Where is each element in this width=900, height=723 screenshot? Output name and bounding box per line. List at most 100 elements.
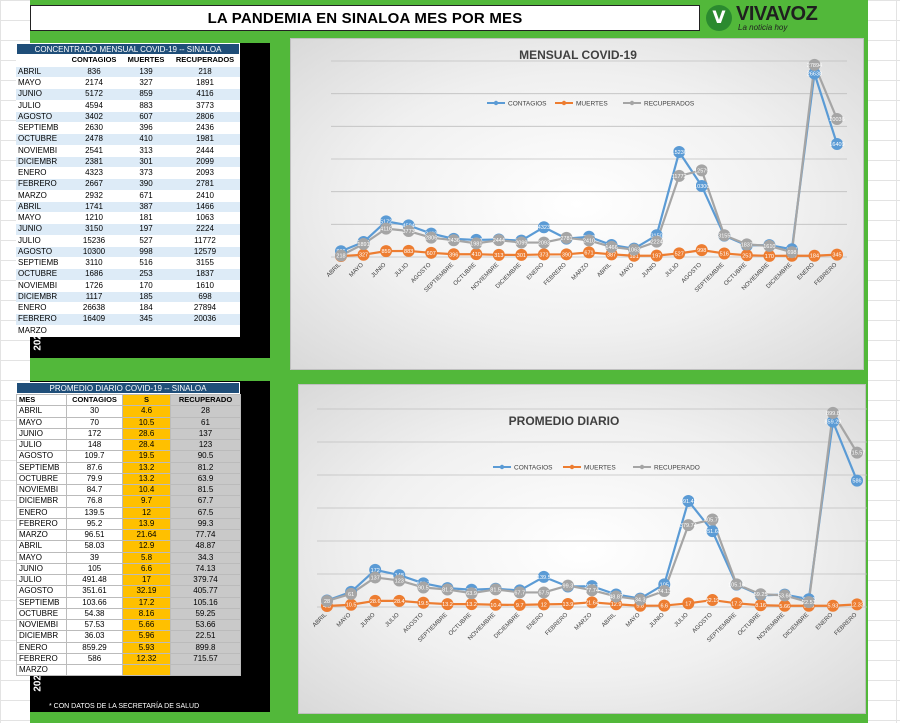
x-tick-label: MARZO [571,262,591,282]
muertes-cell: 387 [122,201,170,214]
month-cell: OCTUBRE [16,607,67,621]
data-label: 105.16 [728,582,745,588]
column-header: CONTAGIOS [66,55,122,67]
data-label: 327 [359,253,368,259]
muertes-cell: 327 [122,77,170,90]
x-tick-label: ABRIL [596,262,613,279]
table-row: SEPTIEMB 3110 516 3155 [16,257,240,270]
data-point [673,146,686,159]
table-row: NOVIEMBI 84.7 10.4 81.5 [16,483,241,497]
muertes-cell: 13.9 [122,517,171,531]
contagios-cell: 10300 [66,246,122,259]
month-cell: SEPTIEMB [16,122,66,135]
data-point [515,248,528,261]
data-point [650,249,663,262]
data-label: 9.7 [516,603,524,609]
muertes-cell: 181 [122,212,170,225]
recuperados-cell: 27894 [170,302,240,315]
legend-marker [561,100,567,106]
data-point [826,599,839,612]
x-tick-label: JUNIO [649,612,666,629]
x-tick-label: JULIO [664,262,681,279]
month-cell: FEBRERO [16,178,66,191]
x-tick-label: AGOSTO [681,262,704,285]
data-label: 90.5 [418,585,429,591]
data-point [826,415,839,428]
data-label: 4116 [380,227,392,233]
data-point [345,598,358,611]
data-label: 11772 [672,174,687,180]
data-label: 859 [381,249,390,255]
data-point [740,249,753,262]
data-point [706,513,719,526]
data-point [658,599,671,612]
data-label: 527 [675,251,684,257]
muertes-cell: 12.32 [122,652,171,666]
data-label: 5.93 [828,604,839,610]
data-point [513,586,526,599]
muertes-cell: 345 [122,313,170,326]
month-cell: AGOSTO [16,450,67,463]
month-cell: AGOSTO [16,585,67,598]
data-point [561,579,574,592]
contagios-cell: 36.03 [66,630,123,643]
legend-marker [629,100,635,106]
legend-label: CONTAGIOS [508,101,547,108]
data-point [583,246,595,259]
data-label: 2781 [560,236,572,242]
month-cell: OCTUBRE [16,472,67,486]
muertes-cell: 12.9 [122,540,171,553]
data-label: 172 [371,568,380,574]
legend-marker [639,464,645,470]
data-point [682,494,695,507]
muertes-cell: 859 [122,88,170,101]
chart-mensual-svg: MENSUAL COVID-19 CONTAGIOS MUERTES RECUPERA… [326,48,847,294]
data-label: 3155 [718,233,730,239]
muertes-cell: 390 [122,178,170,191]
data-label: 715.57 [849,451,866,457]
data-label: 17.2 [731,601,742,607]
contagios-cell: 2541 [66,145,122,157]
contagios-cell: 4594 [66,100,122,112]
table-row: AGOSTO 109.7 19.5 90.5 [16,450,241,463]
contagios-cell: 2174 [66,77,122,90]
data-label: 2444 [493,238,505,244]
data-point [634,593,647,606]
month-cell: SEPTIEMB [16,596,67,609]
data-point [583,234,595,247]
page-title: LA PANDEMIA EN SINALOA MES POR MES [30,5,700,31]
data-point [730,597,743,610]
chart-diario-svg: PROMEDIO DIARIO CONTAGIOS MUERTES RECUPERAD… [312,406,867,644]
table-row: OCTUBRE 1686 253 1837 [16,268,240,281]
data-point [393,574,406,587]
contagios-cell: 2630 [66,122,122,135]
x-tick-label: ABRIL [326,262,343,279]
data-point [537,221,550,234]
data-label: 123 [395,578,404,584]
data-label: 491.48 [680,499,697,505]
contagios-cell: 5172 [66,88,122,101]
muertes-cell: 396 [122,122,170,135]
x-tick-label: ENERO [526,612,546,632]
data-label: 12579 [694,168,709,174]
muertes-cell: 516 [122,257,170,270]
muertes-cell: 607 [122,111,170,124]
data-label: 81.2 [442,587,453,593]
data-label: 137 [371,575,380,581]
muertes-cell: 5.93 [122,641,171,654]
table-row: DICIEMBR 36.03 5.96 22.51 [16,630,241,643]
table-row: MAYO 39 5.8 34.3 [16,551,241,564]
data-point [718,247,731,260]
table-row: ENERO 4323 373 2093 [16,167,240,180]
monthly-table-title: CONCENTRADO MENSUAL COVID-19 -- SINALOA [16,43,240,55]
x-tick-label: AGOSTO [402,612,425,635]
data-point [682,519,695,532]
table-row: JUNIO 172 28.6 137 [16,427,241,441]
month-cell: SEPTIEMB [16,461,67,474]
data-point [402,244,415,257]
table-row: FEBRERO 95.2 13.9 99.3 [16,517,241,531]
recuperados-cell [170,325,240,337]
muertes-cell: 170 [122,280,170,292]
recuperados-cell: 2444 [170,145,240,157]
muertes-cell: 313 [122,145,170,157]
